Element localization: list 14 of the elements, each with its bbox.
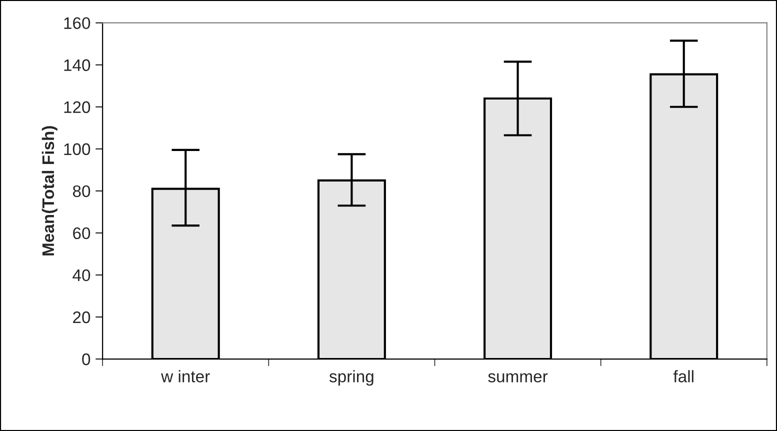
y-tick-label: 100 [64,143,90,156]
y-tick-label: 60 [73,227,90,240]
y-tick-label: 140 [64,59,90,72]
y-tick-label: 80 [72,185,90,198]
y-tick-label: 0 [82,353,90,366]
x-tick-label: w inter [161,370,210,382]
y-axis-title: Mean(Total Fish) [42,126,58,256]
y-tick-label: 160 [64,17,90,30]
y-tick-label: 40 [72,269,90,282]
y-tick-label: 20 [73,311,90,324]
x-tick-label: spring [329,370,374,386]
x-tick-label: summer [488,373,548,382]
x-tick-label: fall [673,370,694,382]
y-tick-label: 120 [64,101,90,114]
